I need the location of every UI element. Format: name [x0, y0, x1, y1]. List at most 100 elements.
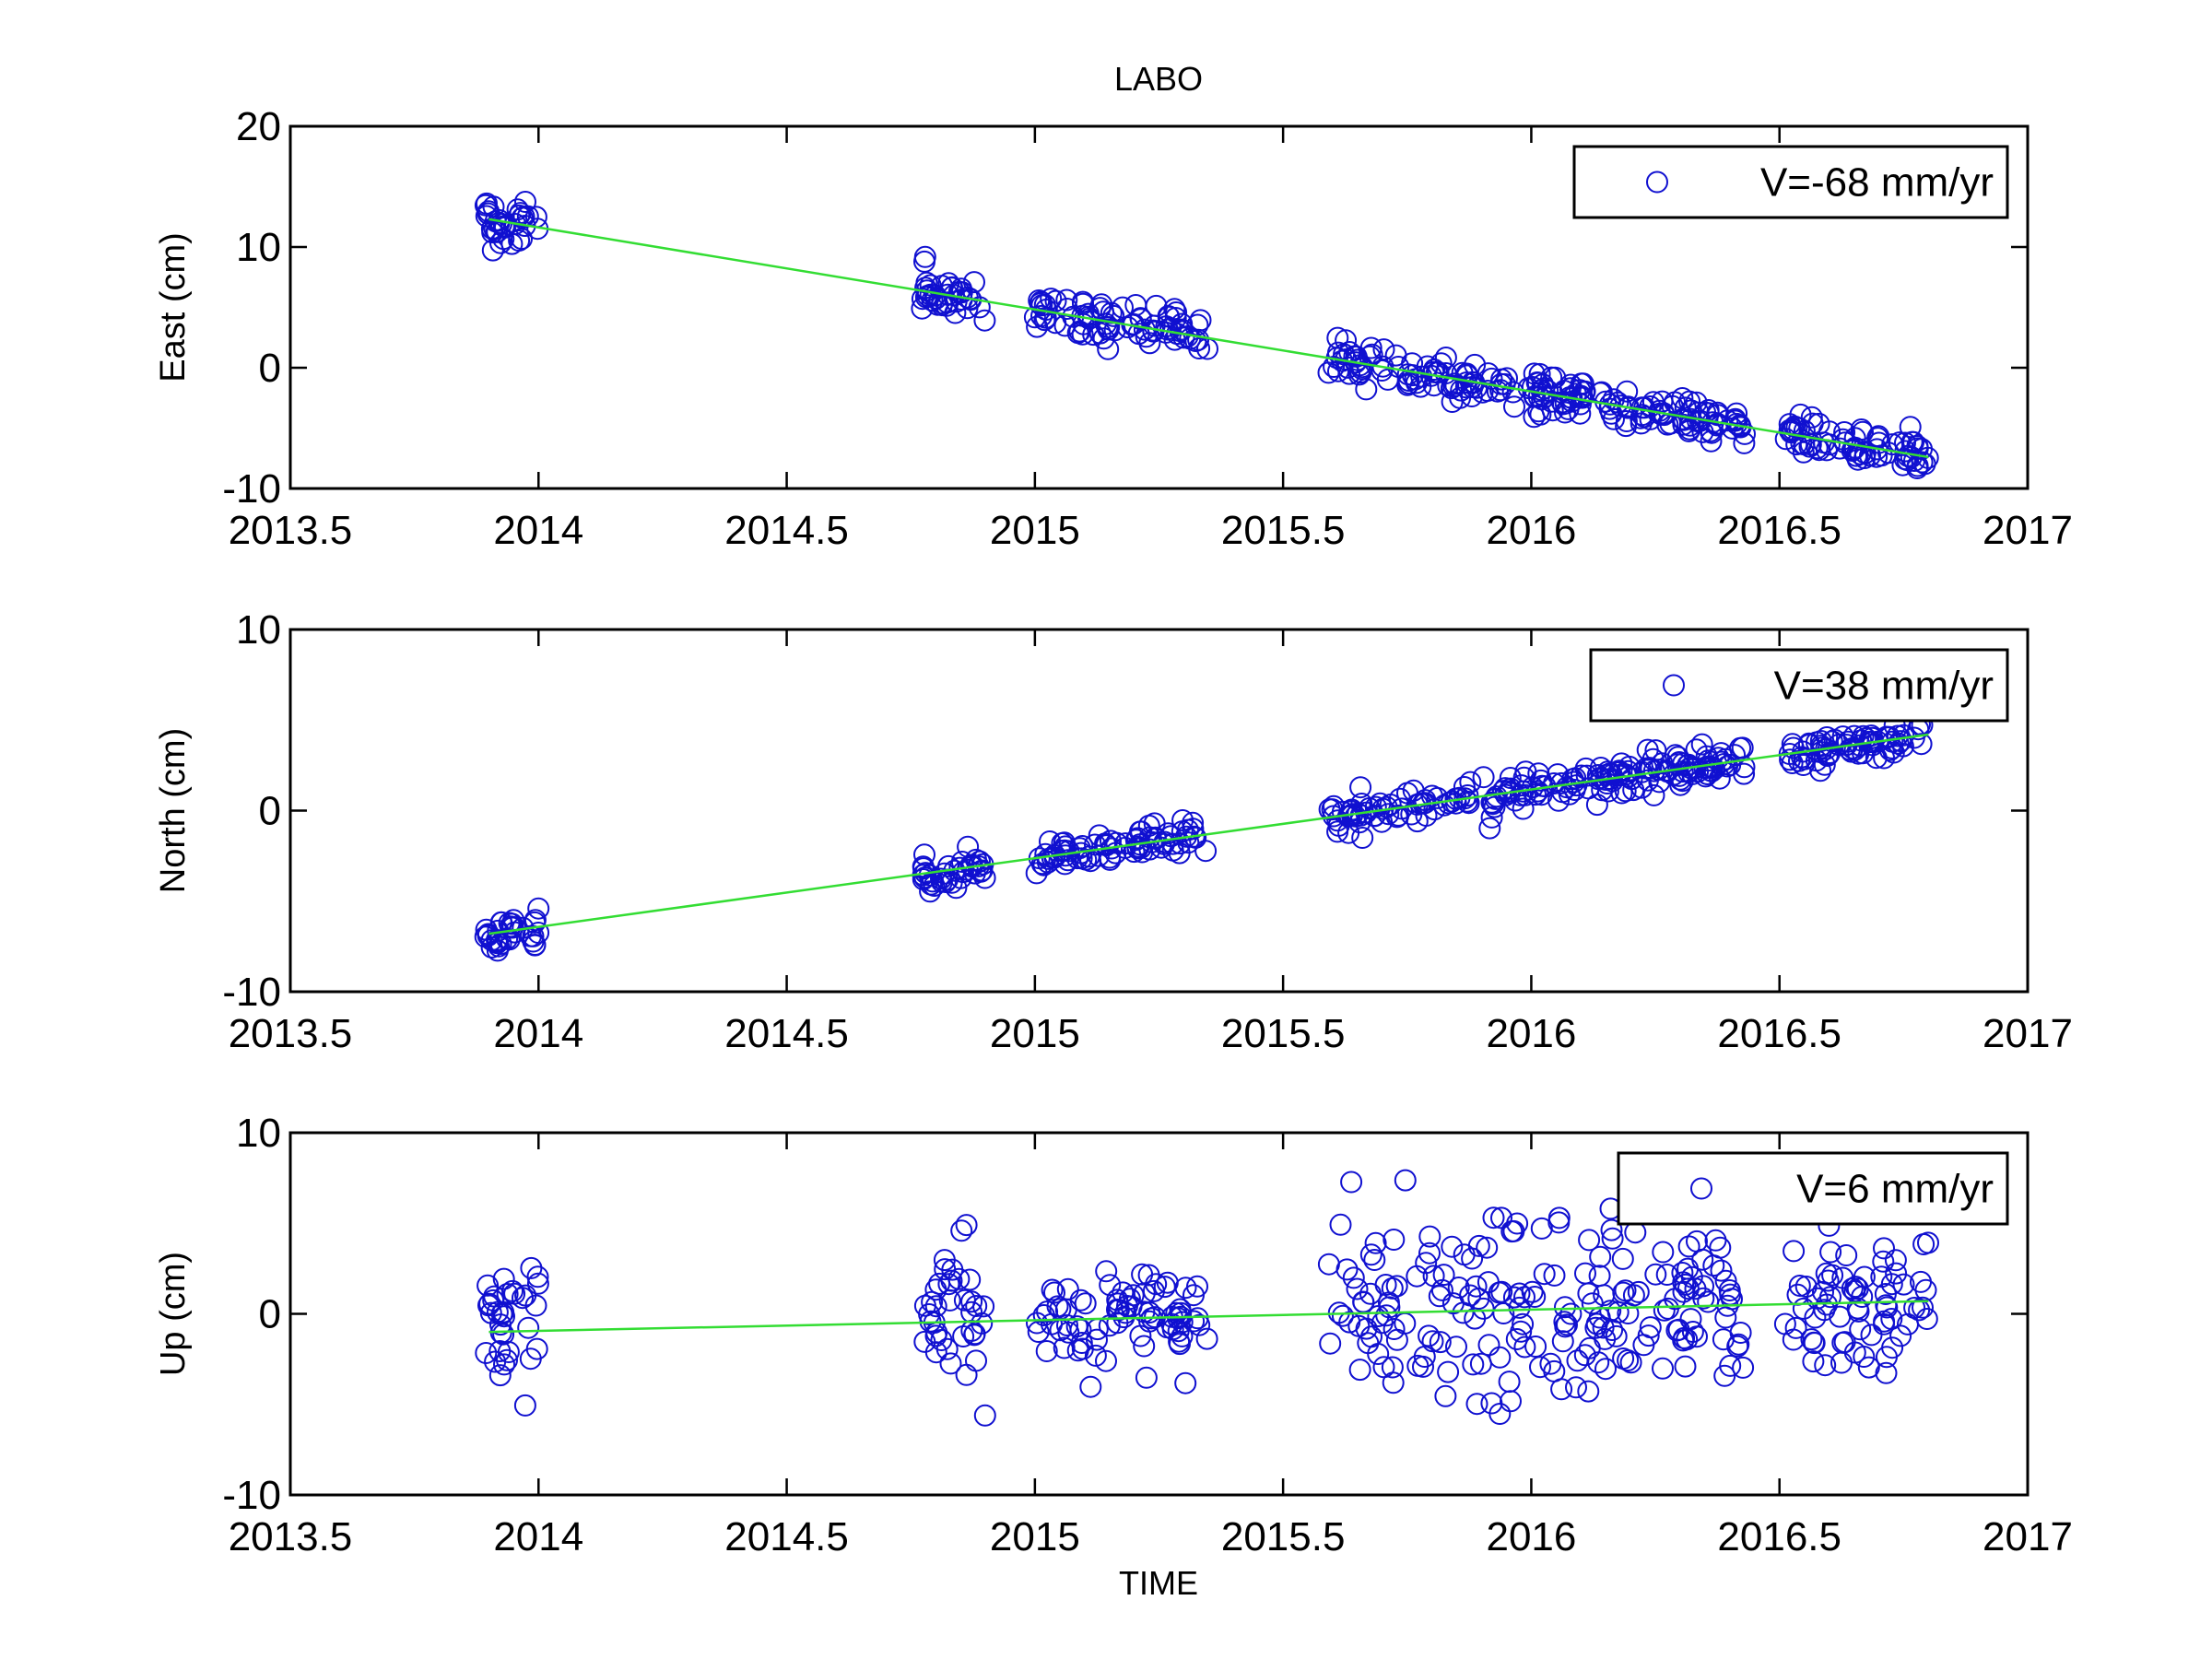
data-point — [1434, 347, 1457, 369]
data-point — [1793, 433, 1816, 456]
data-point — [1732, 1356, 1755, 1379]
data-point — [1550, 1378, 1573, 1401]
data-point — [1733, 431, 1756, 454]
data-point — [1394, 1169, 1417, 1192]
data-point — [1437, 374, 1460, 397]
data-point — [1601, 1227, 1624, 1250]
legend-marker — [1646, 171, 1668, 194]
data-point — [1464, 353, 1487, 376]
data-point — [1186, 1275, 1208, 1298]
y-tick-label: 0 — [259, 1292, 281, 1337]
data-point — [1137, 1264, 1160, 1287]
data-point — [1449, 386, 1472, 409]
data-point — [919, 274, 942, 297]
data-point — [1171, 1311, 1194, 1334]
data-point — [955, 1363, 978, 1386]
data-point — [1465, 1393, 1488, 1416]
data-point — [1422, 1265, 1445, 1288]
data-point — [1317, 361, 1340, 384]
data-point — [1563, 779, 1586, 801]
data-point — [517, 1316, 540, 1339]
data-point — [1367, 1305, 1390, 1327]
data-point — [1195, 1327, 1218, 1350]
data-point — [1800, 406, 1823, 429]
data-point — [1508, 1296, 1531, 1319]
data-point — [1530, 1217, 1553, 1240]
data-point — [511, 206, 534, 229]
x-tick-label: 2016.5 — [1717, 1011, 1841, 1056]
data-point — [1400, 803, 1423, 826]
data-point — [1171, 318, 1194, 341]
data-point — [1129, 308, 1152, 331]
data-point — [1702, 1254, 1725, 1277]
data-point — [1884, 1249, 1907, 1272]
data-point — [1385, 1275, 1408, 1298]
data-point — [1441, 1235, 1464, 1258]
data-point — [1903, 450, 1925, 472]
y-tick-label: -10 — [222, 1473, 281, 1518]
data-point — [1778, 418, 1801, 441]
x-tick-label: 2016.5 — [1717, 508, 1841, 553]
data-point — [1547, 763, 1570, 786]
data-point — [1599, 1300, 1622, 1323]
data-point — [1381, 1356, 1404, 1379]
data-point — [1429, 1331, 1452, 1354]
data-point — [1716, 755, 1738, 778]
data-point — [1182, 1310, 1206, 1333]
data-point — [1335, 329, 1358, 352]
data-point — [913, 843, 935, 866]
data-point — [924, 1324, 947, 1347]
data-point — [1892, 724, 1915, 747]
data-point — [1363, 1249, 1386, 1271]
data-point — [1477, 1334, 1500, 1357]
data-point — [1531, 388, 1554, 411]
data-point — [1512, 797, 1535, 820]
data-point — [1428, 1285, 1451, 1308]
data-point — [1035, 1340, 1058, 1362]
data-point — [1459, 1284, 1482, 1307]
data-point — [500, 912, 524, 935]
x-axis-label: TIME — [1119, 1564, 1198, 1602]
data-point — [924, 1341, 947, 1364]
data-point — [1617, 396, 1640, 419]
data-point — [1819, 1286, 1841, 1309]
data-point — [1671, 1262, 1694, 1284]
data-point — [1112, 1281, 1135, 1304]
data-point — [1917, 1231, 1939, 1254]
x-tick-label: 2015 — [990, 1011, 1080, 1056]
data-point — [1585, 794, 1608, 817]
data-point — [972, 1295, 995, 1318]
data-point — [1375, 1304, 1398, 1327]
trend-line-up — [488, 1300, 1929, 1334]
data-point — [1639, 407, 1662, 430]
data-point — [1794, 1276, 1818, 1298]
data-point — [1171, 1324, 1194, 1347]
data-point — [1122, 1284, 1145, 1307]
data-point — [1344, 351, 1367, 374]
data-point — [1533, 1263, 1556, 1286]
data-point — [490, 1302, 513, 1325]
data-point — [963, 271, 985, 294]
data-point — [1447, 1277, 1470, 1299]
data-point — [1843, 427, 1866, 450]
data-point — [1418, 1225, 1441, 1248]
x-tick-label: 2014.5 — [724, 1514, 849, 1559]
y-tick-label: -10 — [222, 466, 281, 512]
data-point — [1526, 780, 1549, 803]
legend-marker — [1690, 1177, 1712, 1200]
data-point — [1829, 437, 1852, 460]
data-point — [1678, 414, 1701, 437]
data-point — [952, 1325, 975, 1347]
data-point — [1462, 1353, 1485, 1376]
data-point — [1652, 1357, 1674, 1380]
data-point — [1348, 1359, 1371, 1382]
data-point — [1594, 1358, 1617, 1381]
data-point — [526, 1272, 549, 1295]
y-tick-label: 10 — [236, 607, 281, 653]
data-point — [947, 1267, 971, 1290]
x-tick-label: 2014.5 — [724, 508, 849, 553]
data-point — [1451, 361, 1474, 384]
data-point — [1559, 1302, 1583, 1325]
data-point — [1821, 1264, 1844, 1287]
data-point — [1885, 1262, 1908, 1285]
